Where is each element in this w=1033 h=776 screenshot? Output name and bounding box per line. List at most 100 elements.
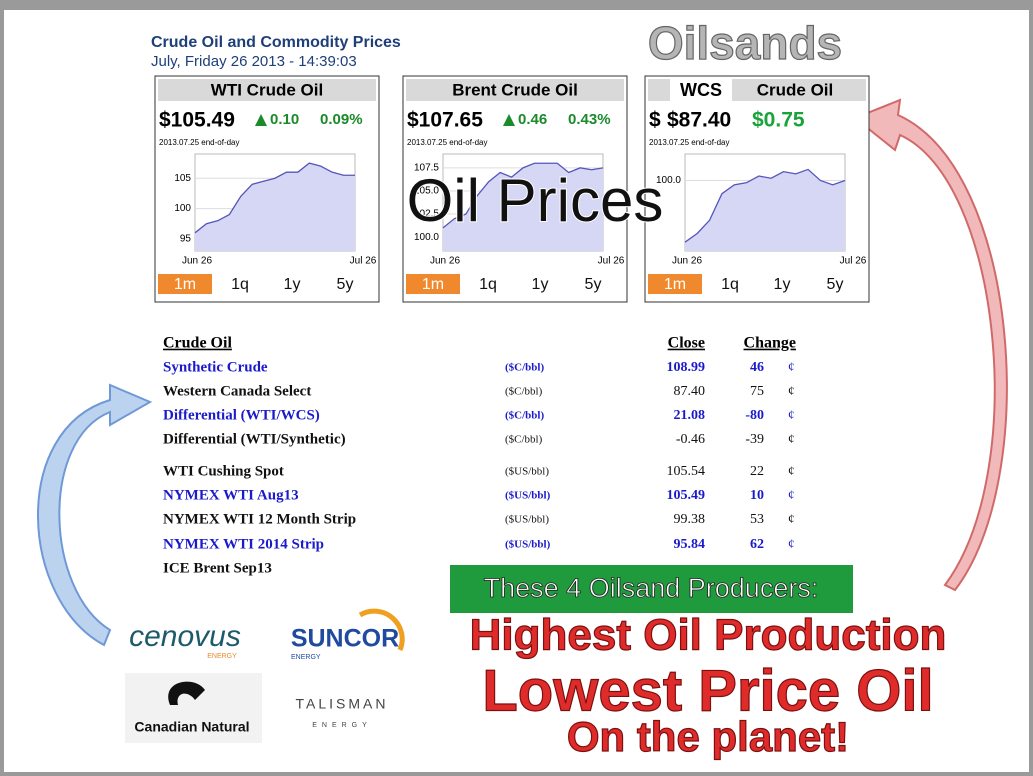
date-note: 2013.07.25 end-of-day [407,138,488,147]
up-arrow [255,114,267,126]
button-active [648,274,702,294]
change: 0.46 [518,111,547,128]
x-tick-label: Jul 26 [350,256,377,267]
y-tick-label: 107.5 [414,162,439,173]
row-unit: ($US/bbl) [505,466,549,478]
currency: $ [649,109,661,132]
area [685,169,845,251]
blue-arrow [37,383,153,647]
row-unit: ($C/bbl) [505,410,544,422]
row-change: -80 [745,408,764,423]
table-header: Close [668,335,705,352]
row-cents: ¢ [788,487,795,502]
y-tick-label: 105.0 [414,186,439,197]
row-cents: ¢ [788,407,795,422]
logo: TALISMAN [296,696,389,712]
range-button[interactable]: 1m [664,276,686,293]
row-name: Differential (WTI/Synthetic) [163,431,346,447]
range-button[interactable]: 1y [284,276,301,293]
up-arrow [503,114,515,126]
price: $105.49 [159,109,235,132]
header-title: Crude Oil and Commodity Prices [151,34,401,51]
row-change: 22 [750,464,764,479]
logo-sub: ENERGY [207,653,237,660]
y-tick-label: 100 [174,203,191,214]
banner: These 4 Oilsand Producers: [484,573,819,603]
panel-title-bar [158,79,376,101]
range-button[interactable]: 1q [721,276,739,293]
range-button[interactable]: 5y [337,276,354,293]
range-button[interactable]: 1m [174,276,196,293]
table-header: Crude Oil [163,335,232,352]
row-name: Western Canada Select [163,383,311,399]
row-close: 95.84 [674,537,706,552]
range-button[interactable]: 1q [231,276,249,293]
row-name: NYMEX WTI Aug13 [163,487,299,503]
timestamp: July, Friday 26 2013 - 14:39:03 [151,53,357,70]
logo-sub: ENERGY [291,654,321,661]
row-name: Synthetic Crude [163,359,268,375]
row-name: NYMEX WTI 12 Month Strip [163,511,356,527]
line [684,168,846,243]
callout-line: Lowest Price Oil [482,658,933,723]
y-tick-label: 102.5 [414,209,439,220]
row-unit: ($C/bbl) [505,386,543,398]
logo-shape [168,681,205,705]
range-button[interactable]: 1y [774,276,791,293]
callout-line: On the planet! [567,713,849,760]
brand: Oilsands [648,17,842,69]
range-button[interactable]: 1m [422,276,444,293]
row-close: 21.08 [674,408,706,423]
range-button[interactable]: 1y [532,276,549,293]
red-arrow [853,98,1008,592]
line [442,162,604,229]
panel-tag: WCS [680,80,722,100]
change-pct: 0.09% [320,111,363,128]
area [443,163,603,251]
x-tick-label: Jul 26 [840,256,867,267]
row-cents: ¢ [788,511,795,526]
table-header: Change [744,335,796,352]
range-button[interactable]: 1q [479,276,497,293]
row-close: -0.46 [676,432,705,447]
range-button[interactable]: 5y [827,276,844,293]
row-close: 87.40 [674,384,706,399]
y-tick-label: 105 [174,173,191,184]
y-tick-label: 95 [180,234,192,245]
row-close: 105.54 [667,464,706,479]
panel-title-bar [406,79,624,101]
range-button[interactable]: 5y [585,276,602,293]
change: 0.10 [270,111,299,128]
row-cents: ¢ [788,536,795,551]
y-tick-label: 100.0 [656,175,681,186]
row-change: 75 [750,384,764,399]
date-note: 2013.07.25 end-of-day [159,138,240,147]
row-unit: ($C/bbl) [505,434,543,446]
tag-bg [670,79,732,101]
price: $107.65 [407,109,483,132]
row-unit: ($US/bbl) [505,490,551,502]
row-unit: ($US/bbl) [505,514,549,526]
x-tick-label: Jun 26 [672,256,702,267]
row-name: ICE Brent Sep13 [163,560,272,576]
row-change: 62 [750,537,764,552]
line [194,162,355,234]
row-change: 10 [750,488,764,503]
row-close: 99.38 [674,512,706,527]
price: $87.40 [667,109,731,132]
date-note: 2013.07.25 end-of-day [649,138,730,147]
row-cents: ¢ [788,431,795,446]
change: $0.75 [752,109,805,132]
logo: cenovus [129,620,241,653]
area [195,163,355,251]
x-tick-label: Jun 26 [430,256,460,267]
x-tick-label: Jun 26 [182,256,212,267]
row-cents: ¢ [788,383,795,398]
logo: SUNCOR [291,625,399,653]
panel-title: Crude Oil [757,80,834,99]
row-close: 105.49 [667,488,706,503]
row-unit: ($C/bbl) [505,362,544,374]
row-name: Differential (WTI/WCS) [163,407,320,423]
row-cents: ¢ [788,463,795,478]
